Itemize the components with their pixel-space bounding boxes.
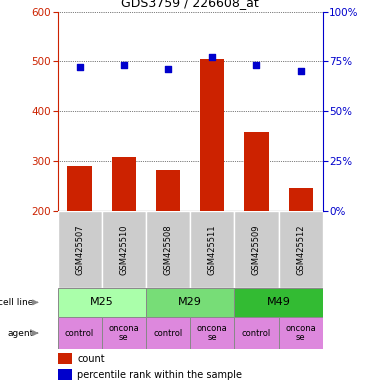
Bar	[68, 166, 92, 211]
Bar	[156, 170, 180, 211]
Text: GSM425508: GSM425508	[164, 224, 173, 275]
Text: control: control	[242, 329, 271, 338]
Text: GSM425511: GSM425511	[208, 224, 217, 275]
Bar	[234, 317, 279, 349]
Bar	[58, 353, 72, 364]
Text: GSM425507: GSM425507	[75, 224, 84, 275]
Bar	[146, 288, 234, 317]
Bar	[102, 317, 146, 349]
Bar	[102, 211, 146, 288]
Bar	[58, 369, 72, 381]
Text: M25: M25	[90, 297, 114, 308]
Text: M29: M29	[178, 297, 202, 308]
Text: agent: agent	[7, 329, 33, 338]
Bar	[200, 59, 224, 211]
Bar	[58, 317, 102, 349]
Bar	[146, 317, 190, 349]
Bar	[190, 317, 234, 349]
Bar	[146, 211, 190, 288]
Bar	[279, 211, 323, 288]
Text: oncona
se: oncona se	[285, 324, 316, 343]
Bar	[279, 317, 323, 349]
Text: control: control	[153, 329, 183, 338]
Point	[298, 68, 303, 74]
Point	[209, 55, 215, 61]
Text: GSM425512: GSM425512	[296, 224, 305, 275]
Text: cell line: cell line	[0, 298, 33, 307]
Text: M49: M49	[267, 297, 290, 308]
Point	[165, 66, 171, 73]
Text: percentile rank within the sample: percentile rank within the sample	[78, 370, 242, 380]
Text: control: control	[65, 329, 94, 338]
Bar	[58, 211, 102, 288]
Bar	[190, 211, 234, 288]
Text: GSM425509: GSM425509	[252, 224, 261, 275]
Text: GSM425510: GSM425510	[119, 224, 128, 275]
Bar	[58, 288, 146, 317]
Bar	[289, 188, 313, 211]
Text: oncona
se: oncona se	[197, 324, 228, 343]
Text: oncona
se: oncona se	[108, 324, 139, 343]
Point	[121, 62, 127, 68]
Bar	[112, 157, 136, 211]
Text: count: count	[78, 354, 105, 364]
Bar	[234, 288, 323, 317]
Title: GDS3759 / 226608_at: GDS3759 / 226608_at	[121, 0, 259, 9]
Bar	[234, 211, 279, 288]
Point	[77, 65, 83, 71]
Point	[253, 62, 259, 68]
Bar	[244, 132, 269, 211]
